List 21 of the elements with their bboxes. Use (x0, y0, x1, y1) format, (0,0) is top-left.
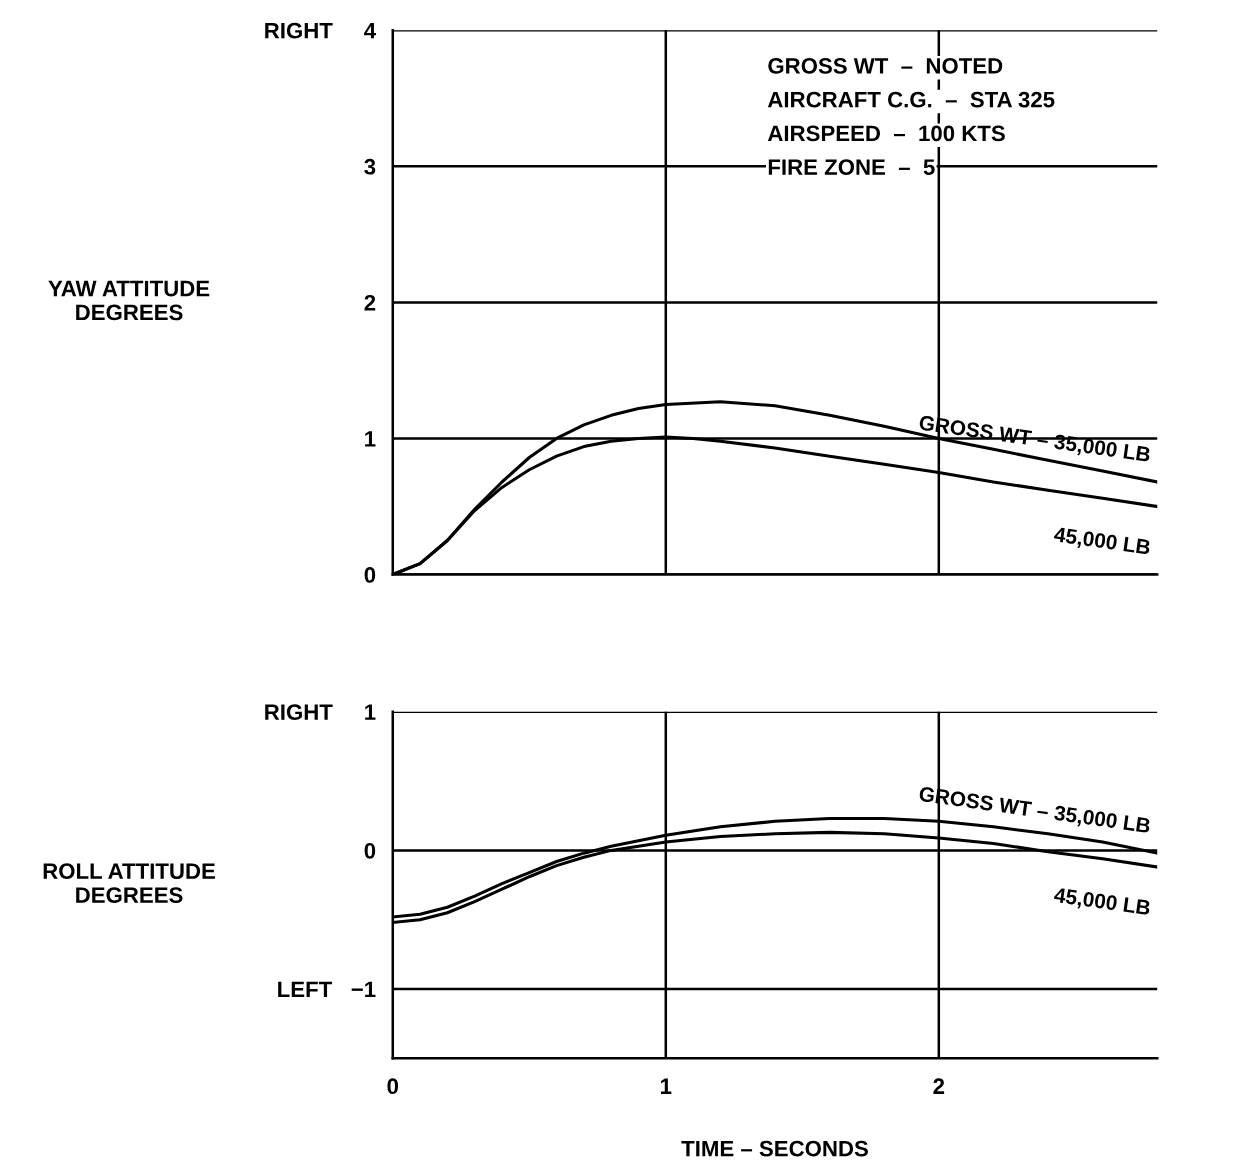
annotation: AIRCRAFT C.G. – STA 325 (767, 91, 1055, 108)
y-tick-label: 3 (364, 158, 376, 175)
text: GROSS WT – 35,000 LB (918, 786, 1151, 837)
y-tick-label: 1 (365, 431, 376, 447)
annotation: FIRE ZONE – 5 (768, 159, 935, 176)
y-tick-label: LEFT −1 (278, 981, 376, 998)
annotation: GROSS WT – NOTED (768, 58, 1003, 74)
y-tick-label: 0 (364, 567, 376, 583)
x-tick-label: 1 (661, 1078, 672, 1094)
y-tick-label: RIGHT 1 (265, 704, 376, 721)
text: 45,000 LB (1053, 526, 1151, 558)
x-tick-label: 0 (387, 1078, 399, 1095)
y-tick-label: 2 (364, 294, 376, 311)
y-axis-title: YAW ATTITUDE DEGREES (48, 280, 210, 321)
y-tick-label: 0 (364, 842, 376, 859)
annotation: AIRSPEED – 100 KTS (767, 125, 1005, 142)
text: 45,000 LB (1053, 887, 1151, 919)
x-axis-title: TIME – SECONDS (681, 1140, 868, 1157)
x-tick-label: 2 (933, 1078, 945, 1094)
y-axis-title: ROLL ATTITUDE DEGREES (43, 863, 215, 903)
y-tick-label: RIGHT 4 (265, 22, 376, 39)
